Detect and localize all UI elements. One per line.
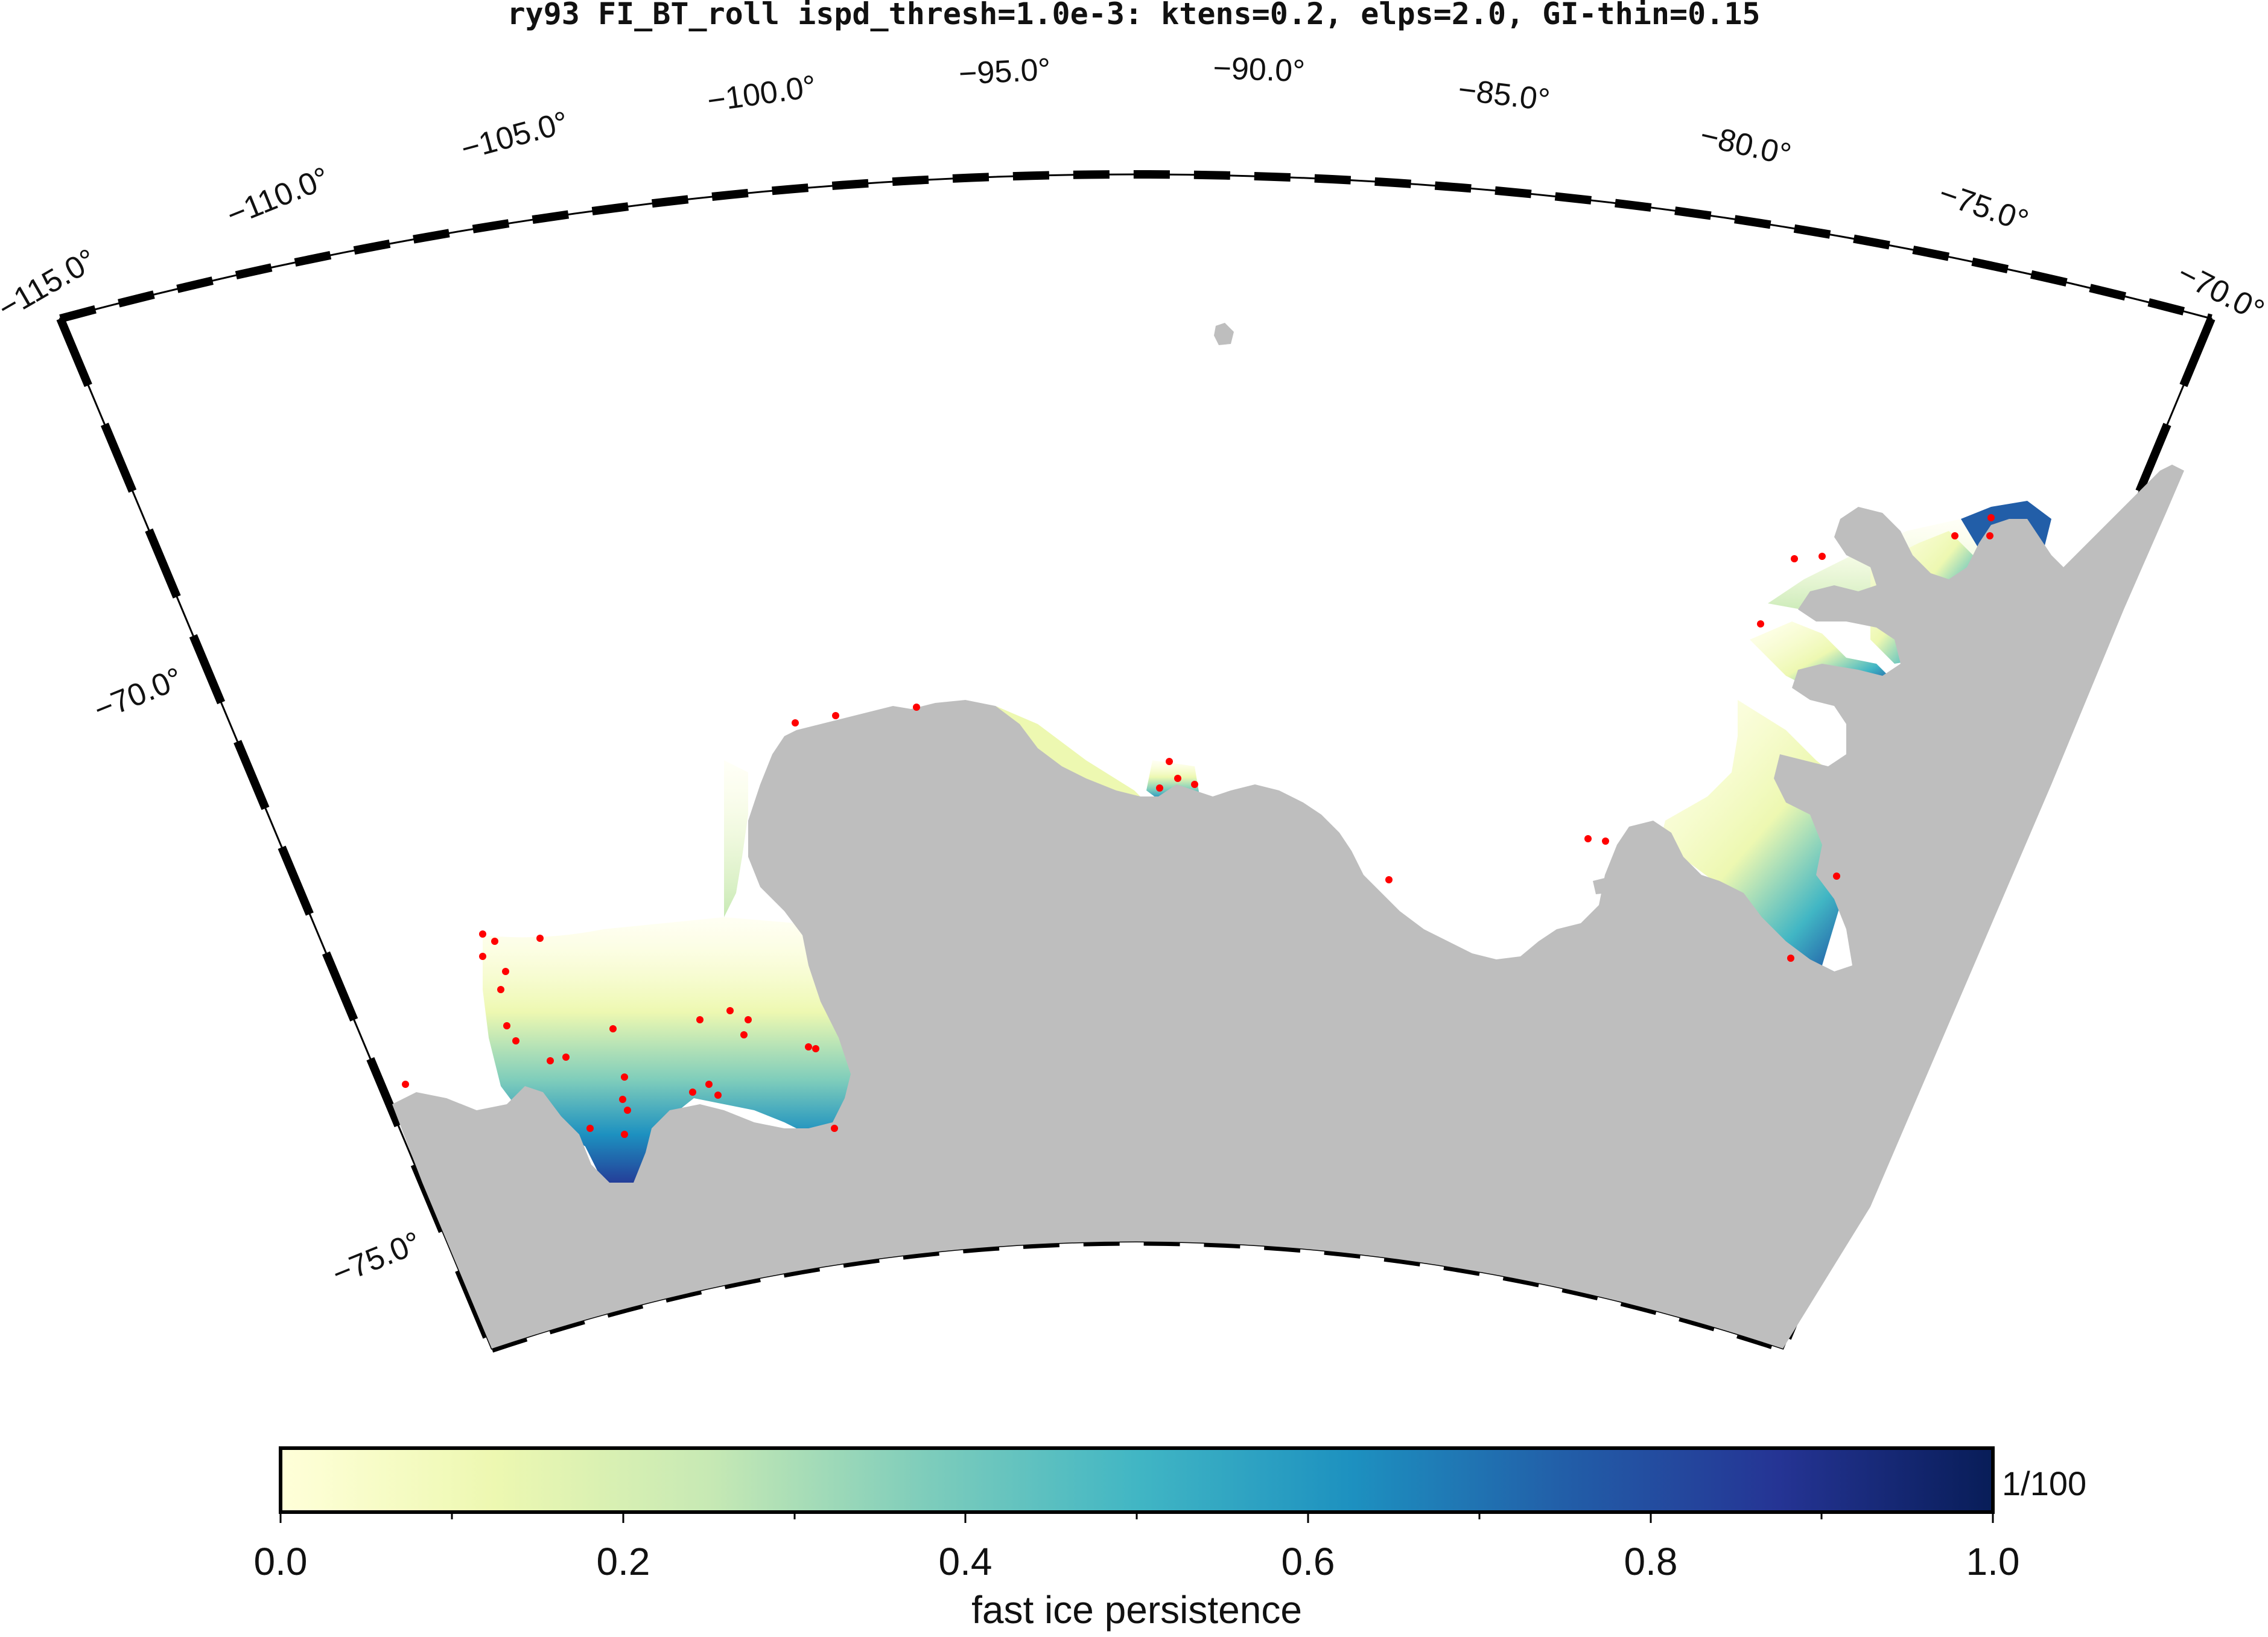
small-island-1	[1629, 872, 1647, 890]
colorbar-unit: 1/100	[2002, 1464, 2086, 1502]
iceberg-marker	[1791, 555, 1798, 562]
iceberg-marker	[491, 938, 498, 945]
lon-label: −75.0°	[1934, 176, 2033, 239]
iceberg-marker	[792, 719, 799, 726]
iceberg-marker	[832, 712, 839, 719]
colorbar-minor-ticks	[279, 1512, 1994, 1523]
land-layer	[392, 323, 2184, 1349]
iceberg-marker	[402, 1081, 409, 1088]
peter-i-island	[1214, 323, 1234, 345]
iceberg-marker	[512, 1037, 519, 1044]
frame-top-dashes	[59, 170, 2212, 323]
iceberg-marker	[1987, 514, 1995, 521]
iceberg-marker	[621, 1073, 628, 1081]
iceberg-marker	[831, 1125, 838, 1132]
iceberg-marker	[1951, 532, 1958, 539]
frame-left-dashes	[56, 317, 496, 1350]
fast-ice-west	[483, 917, 857, 1189]
iceberg-marker	[1385, 876, 1393, 883]
fast-ice-east-main	[1659, 700, 1901, 977]
lon-label: −95.0°	[958, 52, 1052, 92]
iceberg-marker	[1757, 620, 1764, 628]
iceberg-marker	[502, 968, 509, 975]
iceberg-marker	[745, 1016, 752, 1023]
iceberg-marker	[503, 1022, 510, 1029]
figure-title: ry93 FI_BT_roll ispd_thresh=1.0e-3: kten…	[507, 0, 1760, 31]
iceberg-marker	[497, 986, 504, 993]
iceberg-marker	[705, 1081, 713, 1088]
iceberg-marker	[1602, 838, 1609, 845]
iceberg-marker	[586, 1125, 594, 1132]
iceberg-marker	[740, 1031, 748, 1038]
thurston-island	[815, 875, 905, 947]
iceberg-marker	[714, 1092, 722, 1099]
iceberg-marker	[1833, 873, 1840, 880]
iceberg-marker	[1819, 553, 1826, 560]
iceberg-marker	[1174, 775, 1181, 782]
iceberg-marker	[689, 1089, 696, 1096]
colorbar-tick-label: 0.2	[597, 1540, 650, 1583]
colorbar-gradient	[279, 1446, 1995, 1514]
iceberg-marker	[547, 1057, 554, 1064]
iceberg-marker	[1166, 758, 1173, 765]
iceberg-marker	[624, 1107, 631, 1114]
iceberg-marker	[536, 935, 544, 942]
iceberg-marker	[1191, 781, 1198, 788]
iceberg-marker	[1787, 955, 1794, 962]
iceberg-marker	[726, 1007, 734, 1014]
marker-layer	[402, 514, 1995, 1138]
lon-label: −85.0°	[1456, 72, 1552, 118]
lon-label: −80.0°	[1697, 118, 1794, 173]
iceberg-marker	[479, 953, 486, 960]
lon-label: −105.0°	[457, 105, 572, 167]
colorbar: 0.0 0.2 0.4 0.6 0.8 1.0 1/100 fast ice p…	[254, 1446, 2086, 1632]
colorbar-tick-label: 0.4	[939, 1540, 993, 1583]
fast-ice-central	[996, 706, 1146, 809]
iceberg-marker	[1156, 784, 1163, 792]
small-island-2	[1593, 878, 1608, 894]
iceberg-marker	[609, 1025, 617, 1032]
iceberg-marker	[621, 1131, 628, 1138]
iceberg-marker	[1986, 532, 1993, 539]
frame-bottom-dashes	[490, 1237, 1785, 1353]
lon-label: −110.0°	[222, 161, 334, 233]
lon-label: −100.0°	[705, 69, 819, 119]
colorbar-tick-label: 0.6	[1282, 1540, 1335, 1583]
lat-label: −70.0°	[89, 661, 188, 728]
iceberg-marker	[619, 1096, 626, 1103]
colorbar-tick-label: 0.0	[254, 1540, 308, 1583]
antarctica-land	[392, 465, 2184, 1349]
iceberg-marker	[1584, 835, 1592, 842]
lon-label: −90.0°	[1213, 51, 1306, 89]
lat-label: −75.0°	[328, 1225, 426, 1292]
fast-ice-west-edge	[724, 760, 748, 917]
iceberg-marker	[913, 704, 920, 711]
colorbar-tick-label: 1.0	[1966, 1540, 2020, 1583]
iceberg-marker	[805, 1043, 812, 1051]
colorbar-title: fast ice persistence	[971, 1588, 1302, 1632]
iceberg-marker	[479, 930, 486, 938]
iceberg-marker	[812, 1045, 819, 1052]
iceberg-marker	[696, 1016, 704, 1023]
colorbar-tick-label: 0.8	[1624, 1540, 1678, 1583]
iceberg-marker	[562, 1054, 570, 1061]
